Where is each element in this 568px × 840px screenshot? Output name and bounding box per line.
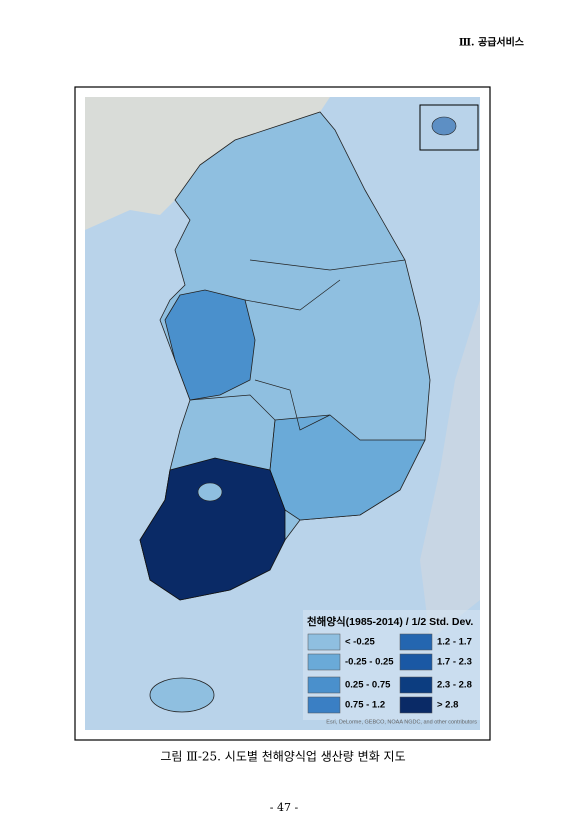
legend-swatch <box>307 696 341 714</box>
region <box>139 457 286 601</box>
legend-label: 2.3 - 2.8 <box>437 680 472 691</box>
legend-label: > 2.8 <box>437 700 458 711</box>
legend-label: 0.25 - 0.75 <box>345 680 391 691</box>
legend-label: 1.7 - 2.3 <box>437 657 472 668</box>
section-header: Ⅲ. 공급서비스 <box>459 36 524 49</box>
boundary <box>189 259 406 471</box>
seafloor <box>420 300 480 640</box>
inset-frame <box>419 104 479 151</box>
region <box>164 289 256 401</box>
legend-label: < -0.25 <box>345 637 376 648</box>
legend-label: 0.75 - 1.2 <box>345 700 385 711</box>
jeju <box>149 677 215 713</box>
legend-label: 1.2 - 1.7 <box>437 637 472 648</box>
legend-title: 천해양식(1985-2014) / 1/2 Std. Dev. <box>307 615 473 628</box>
legend-swatch <box>399 676 433 694</box>
caption: 그림 Ⅲ-25. 시도별 천해양식업 생산량 변화 지도 <box>160 749 405 764</box>
legend-swatch <box>399 696 433 714</box>
inset-island <box>431 116 457 136</box>
legend-swatch <box>399 633 433 651</box>
legend-swatch <box>399 653 433 671</box>
legend: < -0.25 -0.25 - 0.25 0.25 - 0.75 0.75 - 1.2… <box>307 633 472 714</box>
legend-label: -0.25 - 0.25 <box>345 657 394 668</box>
attribution: Esri, DeLorme, GEBCO, NOAA NGDC, and oth… <box>326 719 477 725</box>
northern-land <box>85 97 330 230</box>
legend-swatch <box>307 653 341 671</box>
legend-swatch <box>307 676 341 694</box>
figure-frame <box>74 86 491 741</box>
legend-swatch <box>307 633 341 651</box>
region <box>197 482 223 502</box>
page-number: - 47 - <box>270 801 299 814</box>
